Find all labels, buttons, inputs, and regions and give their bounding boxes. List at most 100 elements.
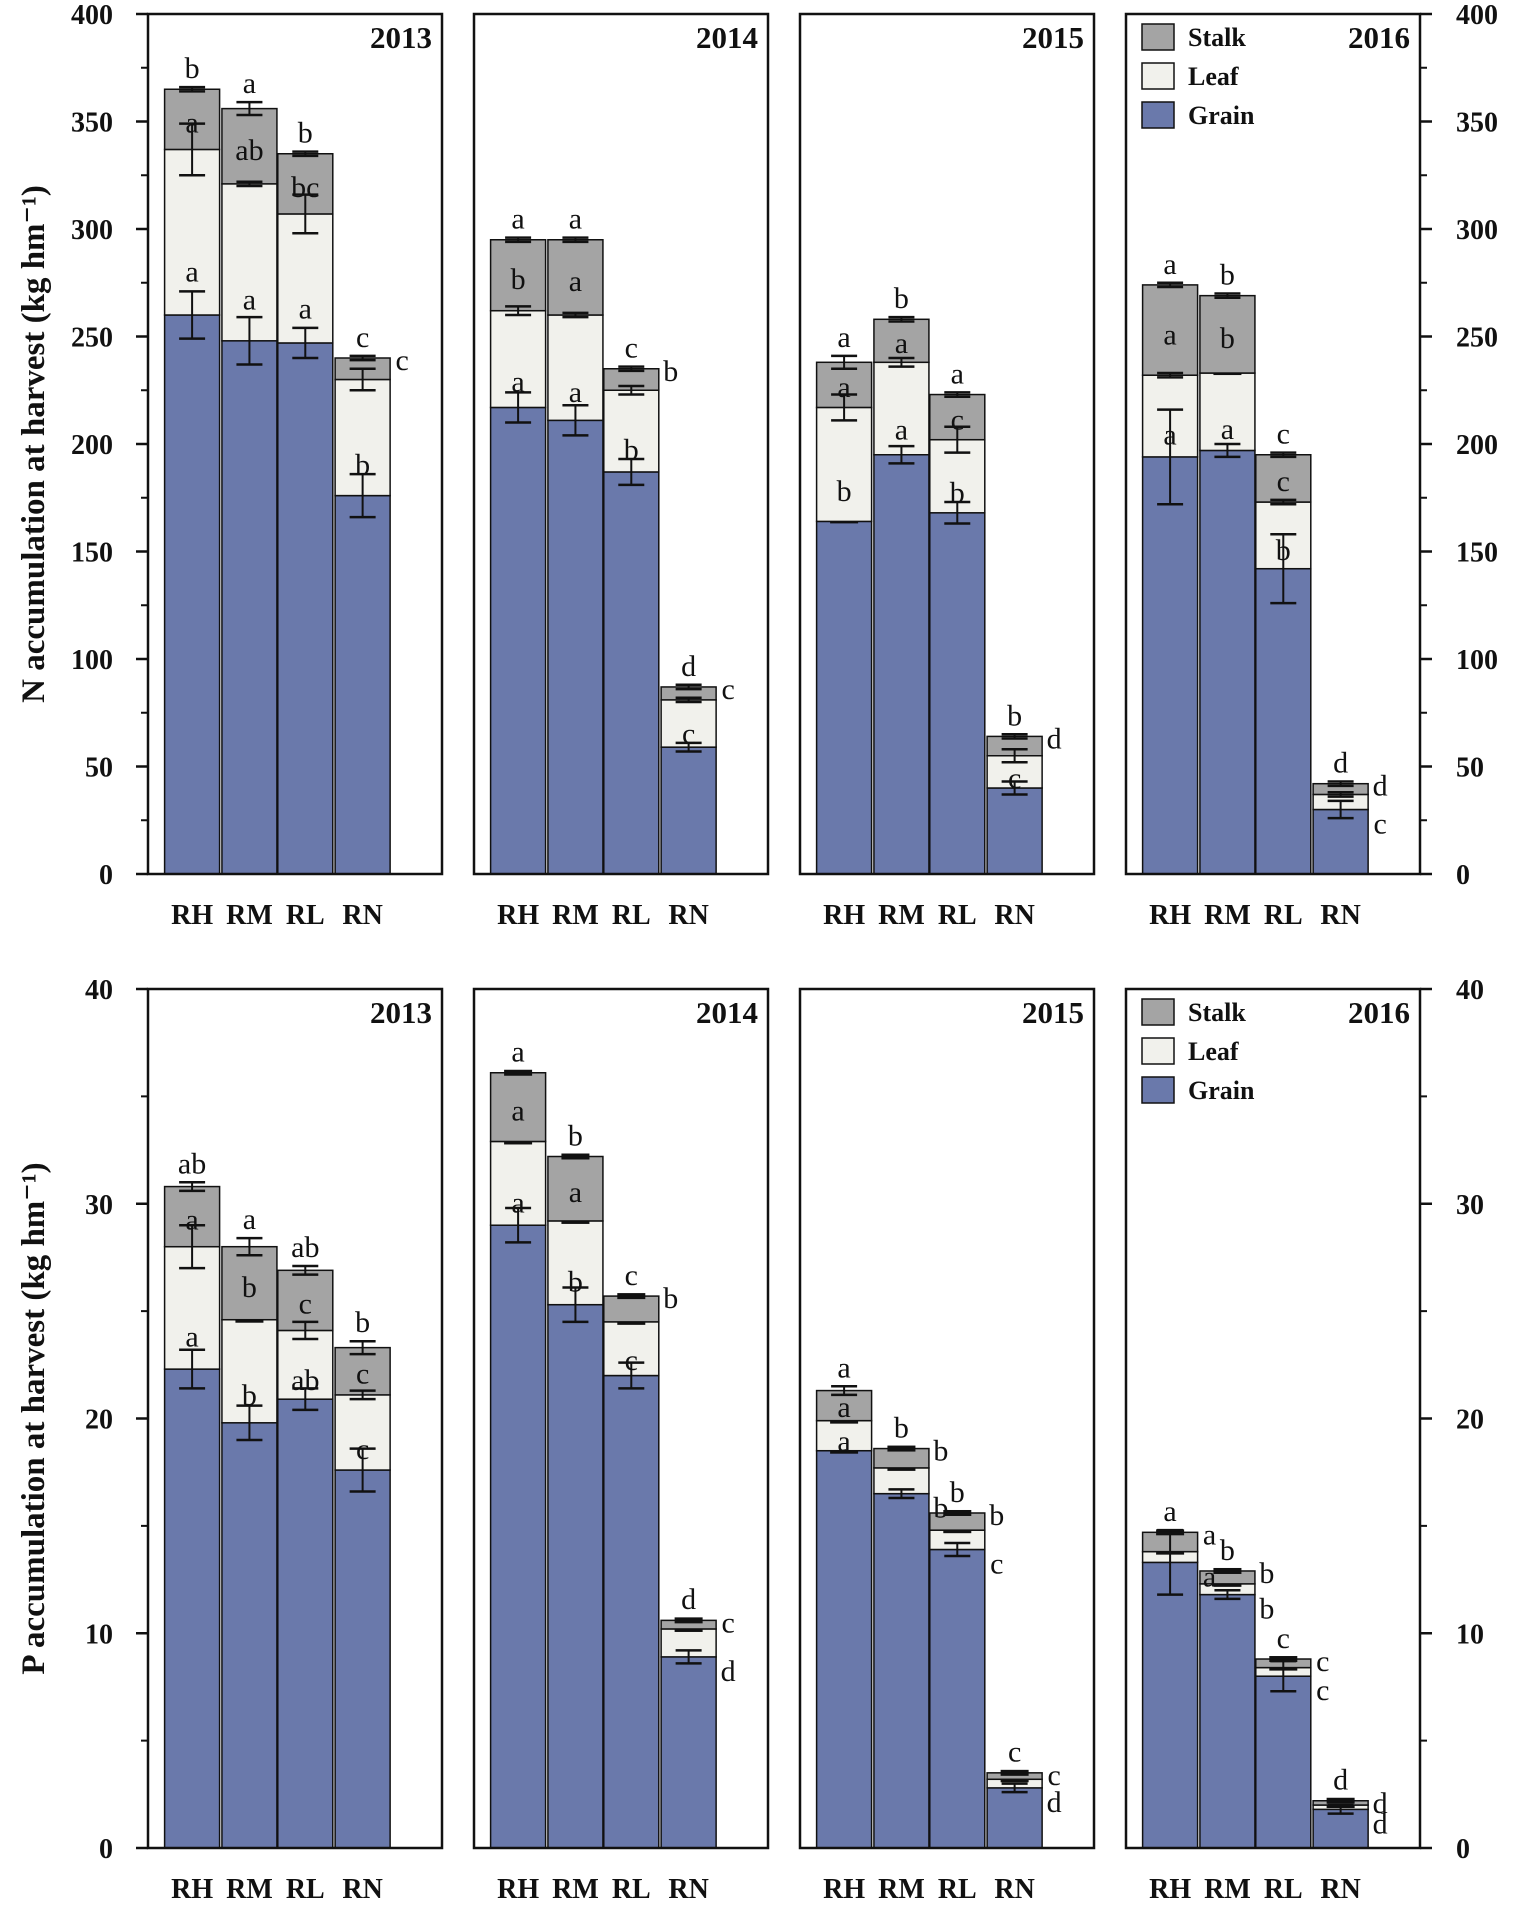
y-tick-label-right: 10 [1456,1619,1484,1650]
y-tick-label-right: 20 [1456,1405,1484,1436]
y-tick-label-right: 150 [1456,538,1498,569]
x-tick-label-rn: RN [1320,1874,1360,1905]
letter-grain: b [1259,1593,1274,1626]
bar-grain-rh [815,1449,873,1849]
letter-grain: a [185,256,198,289]
letter-grain: a [895,414,908,447]
letter-leaf: a [569,265,582,298]
bar-grain-rm [873,1492,930,1849]
error-bar [504,1069,533,1076]
bar-leaf-rh [163,148,221,316]
x-tick-label-rn: RN [994,1874,1034,1905]
x-tick-label-rl: RL [1264,900,1303,931]
letter-stalk: c [625,332,638,365]
letter-stalk: c [356,321,369,354]
legend-swatch-leaf [1141,62,1175,90]
letter-stalk: d [1333,747,1348,780]
letter-stalk: b [355,1306,370,1339]
letter-stalk: ab [291,1231,319,1264]
letter-leaf: b [663,1282,678,1315]
letter-grain: a [511,365,524,398]
bar-leaf-rm [1199,372,1256,452]
bar-grain-rm [873,454,930,875]
y-tick-label: 50 [85,753,113,784]
letter-stalk: a [1163,1495,1176,1528]
y-tick-label-right: 400 [1456,0,1498,31]
legend-label-stalk: Stalk [1188,23,1246,52]
error-bar [943,1509,972,1516]
panel-2015 [815,1389,1043,1849]
letter-grain: a [185,1321,198,1354]
y-tick-label: 0 [99,860,113,891]
panel-frame [472,12,770,876]
y-tick-label: 20 [85,1405,113,1436]
bar-grain-rn [986,1787,1043,1849]
bar-stalk-rl [277,1269,334,1332]
bar-stalk-rh [1141,284,1199,376]
bar-grain-rl [929,512,986,875]
letter-leaf: a [837,371,850,404]
bar-grain-rn [1312,1808,1369,1849]
bar-grain-rh [1141,456,1199,875]
bar-grain-rn [334,494,391,875]
letter-grain: a [569,376,582,409]
letter-leaf: b [1259,1557,1274,1590]
legend-swatch-stalk [1141,23,1175,51]
x-tick-label-rh: RH [497,1874,539,1905]
x-tick-label-rh: RH [171,1874,213,1905]
bar-grain-rm [1199,1593,1256,1849]
y-tick-label: 350 [71,108,113,139]
y-tick-label-right: 50 [1456,753,1484,784]
x-tick-label-rm: RM [1204,900,1251,931]
x-tick-label-rl: RL [286,1874,325,1905]
y-tick-label: 100 [71,645,113,676]
x-tick-label-rh: RH [1149,900,1191,931]
letter-leaf: a [185,1204,198,1237]
panel-title: 2015 [1022,995,1084,1030]
bar-leaf-rn [660,699,717,748]
x-tick-label-rn: RN [668,1874,708,1905]
letter-stalk: b [185,52,200,85]
x-tick-label-rm: RM [878,900,925,931]
letter-leaf: c [1316,1645,1329,1678]
bar-grain-rh [815,520,873,875]
letter-grain: b [837,475,852,508]
legend-swatch-stalk [1141,998,1175,1026]
panel-frame [798,12,1096,876]
error-bar [561,1153,590,1160]
letter-stalk: a [837,1351,850,1384]
letter-grain: b [933,1492,948,1525]
bar-grain-rh [163,1368,221,1849]
legend-swatch-grain [1141,101,1175,129]
bar-stalk-rn [334,1346,391,1396]
y-axis-label: P accumulation at harvest (kg hm⁻¹) [16,1162,52,1674]
letter-leaf: c [395,344,408,377]
bar-stalk-rl [603,1295,660,1323]
letter-stalk: b [894,282,909,315]
letter-stalk: b [1220,1534,1235,1567]
y-tick-label-right: 350 [1456,108,1498,139]
bar-stalk-rm [1199,294,1256,374]
letter-leaf: a [511,1095,524,1128]
panel-title: 2015 [1022,20,1084,55]
letter-leaf: c [1047,1759,1060,1792]
bar-grain-rh [489,1224,547,1849]
bar-grain-rl [603,1374,660,1849]
legend-swatch-leaf [1141,1037,1175,1065]
y-tick-label-right: 100 [1456,645,1498,676]
bar-stalk-rm [221,107,278,185]
letter-grain: c [625,1344,638,1377]
letter-leaf: bc [291,171,319,204]
letter-leaf: c [356,1358,369,1391]
legend-label-leaf: Leaf [1188,62,1239,91]
error-bar [1326,1797,1355,1804]
letter-stalk: a [569,203,582,236]
letter-leaf: b [933,1435,948,1468]
bar-grain-rn [986,787,1043,875]
bar-leaf-rl [929,438,986,514]
bar-grain-rm [221,340,278,875]
letter-stalk: b [950,1476,965,1509]
letter-leaf: c [721,1606,734,1639]
panel-title: 2014 [696,20,758,55]
letter-leaf: c [1277,465,1290,498]
